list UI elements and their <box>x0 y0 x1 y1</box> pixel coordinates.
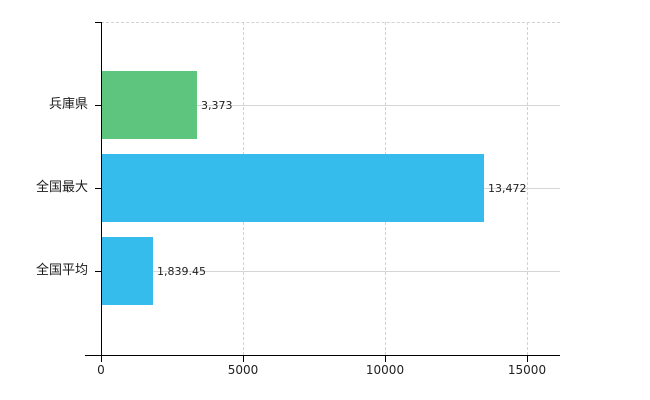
category-gridline <box>101 271 560 272</box>
x-axis-tick-label: 0 <box>97 363 105 377</box>
x-axis-tick-label: 15000 <box>507 363 547 377</box>
chart-bar <box>101 71 197 139</box>
y-axis-tick <box>95 22 101 23</box>
plot-top-border <box>101 22 560 23</box>
category-label: 全国平均 <box>35 263 88 278</box>
category-label: 全国最大 <box>35 180 88 195</box>
y-axis-tick <box>95 105 101 106</box>
category-label: 兵庫県 <box>48 97 88 112</box>
x-axis-tick <box>527 355 528 362</box>
x-axis-tick <box>243 355 244 362</box>
category-gridline <box>101 105 560 106</box>
x-axis-tick <box>385 355 386 362</box>
y-axis-line <box>101 22 102 362</box>
chart-bar <box>101 237 153 305</box>
bar-value-label: 3,373 <box>201 99 233 112</box>
chart-bar <box>101 154 484 222</box>
x-axis-tick-label: 10000 <box>365 363 405 377</box>
x-axis-line <box>85 355 560 356</box>
bar-value-label: 13,472 <box>488 182 527 195</box>
y-axis-tick <box>95 188 101 189</box>
x-axis-tick-label: 5000 <box>227 363 259 377</box>
bar-value-label: 1,839.45 <box>157 265 206 278</box>
y-axis-tick <box>95 271 101 272</box>
